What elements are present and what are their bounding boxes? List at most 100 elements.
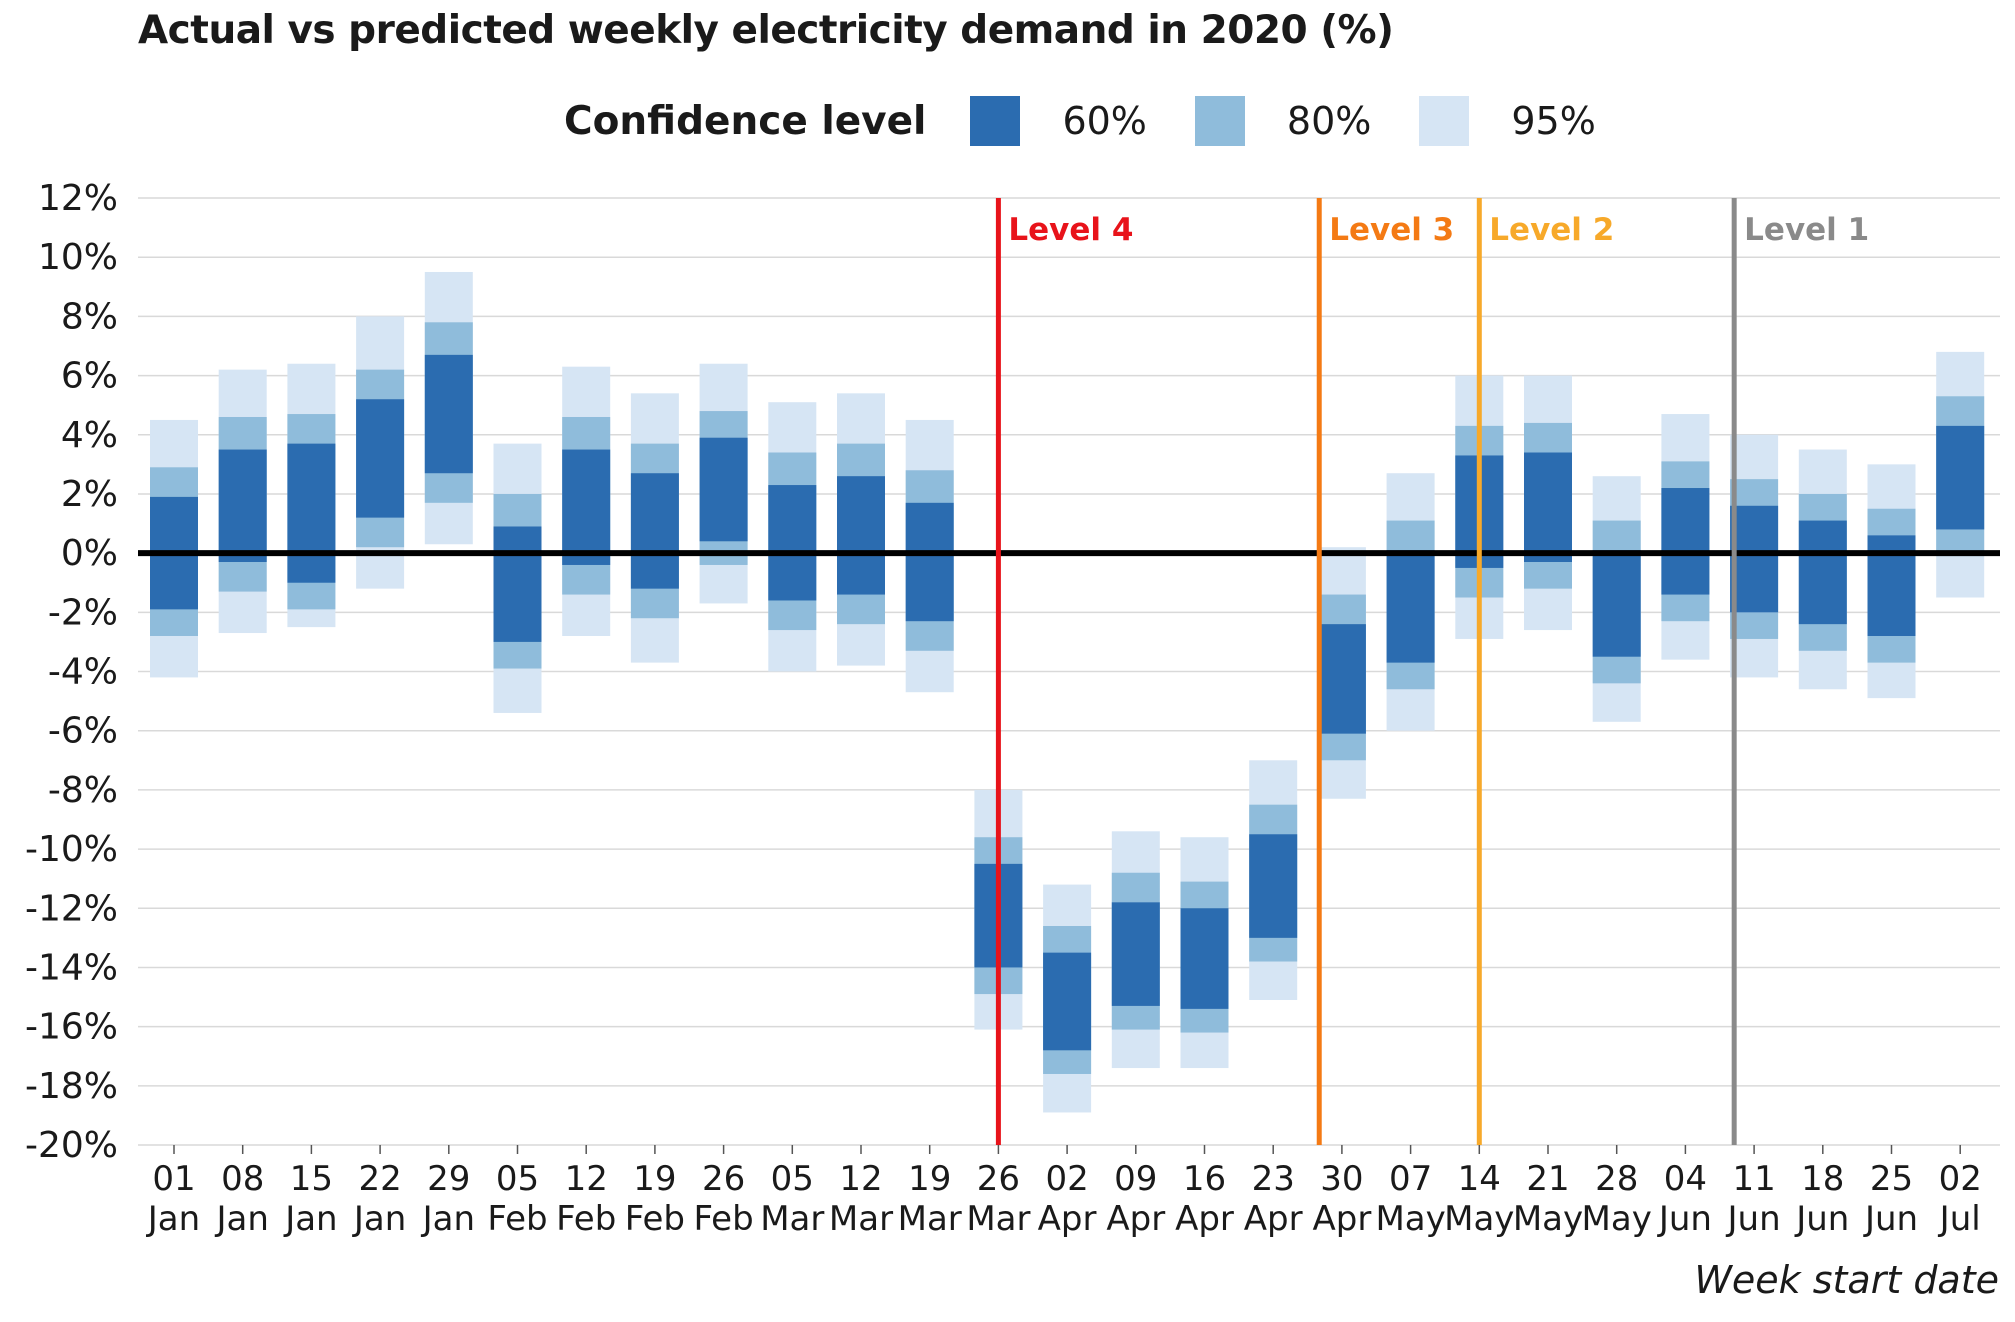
x-tick-label-month: Jul xyxy=(1938,1199,1981,1239)
x-tick-label-month: Jan xyxy=(352,1199,406,1239)
legend-item-95: 95% xyxy=(1419,96,1596,146)
legend-swatch-95 xyxy=(1419,96,1470,146)
bar-ci60 xyxy=(218,449,267,563)
bar-ci60 xyxy=(1936,425,1985,530)
bar-ci60 xyxy=(562,449,611,565)
x-tick-label-day: 18 xyxy=(1801,1159,1844,1199)
x-tick-label-day: 19 xyxy=(633,1159,676,1199)
x-tick-label-month: Apr xyxy=(1244,1199,1303,1239)
x-tick-label-month: Jan xyxy=(214,1199,268,1239)
bar-ci60 xyxy=(699,437,748,542)
x-tick-label-day: 16 xyxy=(1183,1159,1226,1199)
x-tick-label-day: 29 xyxy=(427,1159,470,1199)
y-tick-label: -4% xyxy=(48,652,118,693)
bar-ci60 xyxy=(1386,550,1435,663)
x-tick-label-month: Mar xyxy=(898,1199,962,1239)
x-tick-label-month: May xyxy=(1582,1199,1652,1239)
y-tick-label: 10% xyxy=(38,237,118,278)
y-tick-label: -6% xyxy=(48,711,118,752)
y-tick-label: -16% xyxy=(25,1007,118,1048)
x-tick-label-month: Feb xyxy=(693,1199,753,1239)
x-tick-label-month: May xyxy=(1375,1199,1445,1239)
x-tick-label-month: Feb xyxy=(487,1199,547,1239)
bar-ci60 xyxy=(424,354,473,474)
y-tick-label: 8% xyxy=(61,296,118,337)
y-tick-label: -20% xyxy=(25,1125,118,1166)
x-tick-label-month: Apr xyxy=(1038,1199,1097,1239)
level-label: Level 4 xyxy=(1008,212,1133,248)
y-tick-label: 6% xyxy=(61,356,118,397)
y-tick-label: -10% xyxy=(25,829,118,870)
x-tick-label-day: 04 xyxy=(1664,1159,1707,1199)
x-tick-label-day: 22 xyxy=(358,1159,401,1199)
bar-ci60 xyxy=(630,473,679,589)
bar-ci60 xyxy=(1730,505,1779,613)
x-tick-label-day: 01 xyxy=(152,1159,195,1199)
level-label: Level 3 xyxy=(1329,212,1454,248)
x-tick-label-month: Jun xyxy=(1794,1199,1849,1239)
y-tick-label: 12% xyxy=(38,178,118,219)
y-tick-label: -14% xyxy=(25,947,118,988)
x-tick-label-month: Mar xyxy=(829,1199,893,1239)
x-tick-label-day: 14 xyxy=(1458,1159,1501,1199)
x-tick-label-month: Apr xyxy=(1312,1199,1371,1239)
x-tick-label-month: Apr xyxy=(1106,1199,1165,1239)
x-tick-label-day: 28 xyxy=(1595,1159,1638,1199)
legend-item-60: 60% xyxy=(970,96,1147,146)
y-tick-label: 0% xyxy=(61,533,118,574)
x-tick-label-day: 02 xyxy=(1939,1159,1982,1199)
x-tick-label-month: May xyxy=(1444,1199,1514,1239)
x-tick-label-day: 15 xyxy=(290,1159,333,1199)
x-tick-label-day: 26 xyxy=(977,1159,1020,1199)
x-tick-label-day: 05 xyxy=(771,1159,814,1199)
x-tick-label-month: Jun xyxy=(1657,1199,1712,1239)
x-tick-label-month: Jun xyxy=(1726,1199,1781,1239)
bar-ci60 xyxy=(1043,952,1092,1051)
bar-ci60 xyxy=(356,399,405,518)
x-tick-label-month: Jan xyxy=(283,1199,337,1239)
x-tick-label-day: 02 xyxy=(1045,1159,1088,1199)
legend-swatch-80 xyxy=(1194,96,1245,146)
bar-ci60 xyxy=(1249,834,1298,938)
bar-ci60 xyxy=(287,443,336,583)
x-tick-label-day: 05 xyxy=(496,1159,539,1199)
legend-label-80: 80% xyxy=(1286,99,1372,143)
legend-item-80: 80% xyxy=(1194,96,1372,146)
legend-swatch-60 xyxy=(970,96,1021,146)
legend-title: Confidence level xyxy=(564,98,927,144)
bar-ci60 xyxy=(1661,488,1710,595)
x-tick-label-day: 09 xyxy=(1114,1159,1157,1199)
level-label: Level 1 xyxy=(1744,212,1869,248)
x-tick-label-month: Feb xyxy=(556,1199,616,1239)
y-tick-label: 2% xyxy=(61,474,118,515)
x-tick-label-day: 08 xyxy=(221,1159,264,1199)
y-tick-label: 4% xyxy=(61,415,118,456)
x-tick-label-day: 12 xyxy=(565,1159,608,1199)
bar-ci60 xyxy=(1111,902,1160,1006)
x-tick-label-month: Jan xyxy=(421,1199,475,1239)
legend-label-95: 95% xyxy=(1511,99,1596,143)
x-tick-label-day: 30 xyxy=(1320,1159,1363,1199)
x-tick-label-day: 12 xyxy=(839,1159,882,1199)
chart-title: Actual vs predicted weekly electricity d… xyxy=(138,8,1394,53)
x-axis-title: Week start date xyxy=(1694,1258,1999,1302)
x-tick-label-month: Jan xyxy=(146,1199,200,1239)
x-tick-label-day: 26 xyxy=(702,1159,745,1199)
bar-ci60 xyxy=(1317,624,1366,734)
bar-ci60 xyxy=(1524,452,1572,563)
bar-ci60 xyxy=(1592,550,1641,657)
bar-ci60 xyxy=(905,502,954,622)
x-tick-label-month: Apr xyxy=(1175,1199,1234,1239)
x-tick-label-day: 19 xyxy=(908,1159,951,1199)
x-tick-label-day: 25 xyxy=(1870,1159,1913,1199)
y-tick-label: -2% xyxy=(48,592,118,633)
bar-ci60 xyxy=(1180,908,1229,1009)
x-tick-label-day: 11 xyxy=(1732,1159,1775,1199)
y-tick-label: -8% xyxy=(48,770,118,811)
bar-ci60 xyxy=(768,485,817,601)
x-tick-label-month: Feb xyxy=(625,1199,685,1239)
legend-label-60: 60% xyxy=(1062,99,1147,143)
x-tick-label-month: May xyxy=(1513,1199,1583,1239)
legend: Confidence level 60% 80% 95% xyxy=(564,95,1644,147)
